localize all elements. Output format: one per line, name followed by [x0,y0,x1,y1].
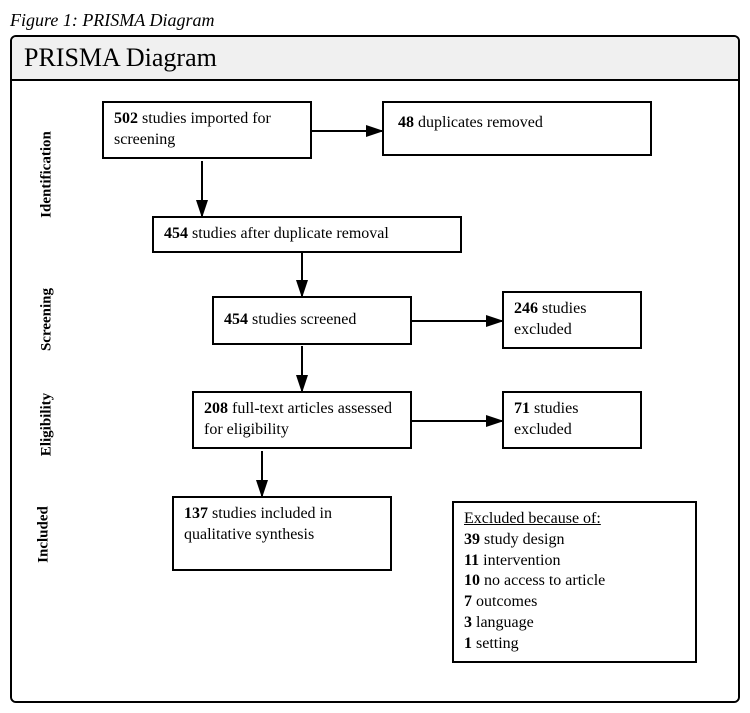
box-fulltext: 208 full-text articles assessed for elig… [192,391,412,449]
box-excl-screen: 246 studies excluded [502,291,642,349]
r1n: 11 [464,552,479,569]
reason-row: 7 outcomes [464,593,537,610]
box-reasons: Excluded because of: 39 study design 11 … [452,501,697,663]
t-ft: full-text articles assessed for eligibil… [204,400,392,438]
r3l: outcomes [472,593,537,610]
t-dup: duplicates removed [414,114,543,131]
t-imported: studies imported for screening [114,110,271,148]
box-duplicates: 48 duplicates removed [382,101,652,156]
box-included: 137 studies included in qualitative synt… [172,496,392,571]
r2l: no access to article [480,572,605,589]
r2n: 10 [464,572,480,589]
r0l: study design [480,531,564,548]
reason-row: 39 study design [464,531,564,548]
diagram-area: Identification Screening Eligibility Inc… [12,81,738,701]
n-ft: 208 [204,400,228,417]
n-exs: 246 [514,300,538,317]
reason-row: 10 no access to article [464,572,605,589]
figure-caption: Figure 1: PRISMA Diagram [10,10,740,31]
r4l: language [472,614,534,631]
r5l: setting [472,635,519,652]
reason-row: 11 intervention [464,552,560,569]
phase-identification: Identification [39,120,56,230]
n-after: 454 [164,225,188,242]
box-excl-full: 71 studies excluded [502,391,642,449]
r5n: 1 [464,635,472,652]
phase-screening: Screening [39,275,56,365]
reason-row: 1 setting [464,635,519,652]
reasons-title: Excluded because of: [464,510,601,527]
n-screened: 454 [224,311,248,328]
box-after-dup: 454 studies after duplicate removal [152,216,462,253]
box-imported: 502 studies imported for screening [102,101,312,159]
reason-row: 3 language [464,614,534,631]
r1l: intervention [479,552,560,569]
phase-included: Included [36,495,53,575]
t-screened: studies screened [248,311,356,328]
phase-eligibility: Eligibility [39,380,56,470]
r4n: 3 [464,614,472,631]
n-exf: 71 [514,400,530,417]
diagram-frame: PRISMA Diagram Identification Screening … [10,35,740,703]
n-imported: 502 [114,110,138,127]
diagram-title: PRISMA Diagram [12,37,738,81]
box-screened: 454 studies screened [212,296,412,345]
n-dup: 48 [398,114,414,131]
n-inc: 137 [184,505,208,522]
r3n: 7 [464,593,472,610]
t-after: studies after duplicate removal [188,225,389,242]
r0n: 39 [464,531,480,548]
